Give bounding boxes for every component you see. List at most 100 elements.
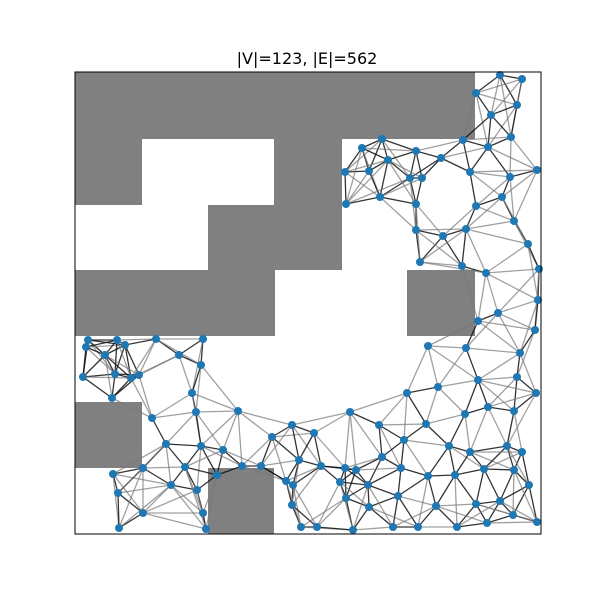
graph-edge [462, 136, 512, 141]
graph-node [412, 226, 420, 234]
graph-edge [454, 451, 471, 476]
graph-edge [464, 413, 471, 453]
graph-edge [381, 138, 417, 152]
graph-edge [165, 443, 172, 486]
graph-edge [477, 379, 489, 408]
graph-edge [513, 376, 518, 412]
graph-node [474, 376, 482, 384]
graph-edge [116, 338, 157, 341]
graph-edge [509, 169, 538, 178]
obstacle-block [274, 139, 342, 270]
graph-node [434, 383, 442, 391]
graph-node [115, 524, 123, 532]
graph-edge [487, 114, 492, 148]
graph-node [152, 335, 160, 343]
graph-node [342, 200, 350, 208]
graph-edge [271, 432, 315, 438]
graph-edge [82, 376, 113, 399]
graph-node [378, 453, 386, 461]
graph-node [516, 349, 524, 357]
graph-edge [368, 506, 419, 528]
graph-edge [512, 469, 515, 516]
graph-edge [487, 104, 518, 148]
graph-edge [379, 177, 423, 198]
graph-edge [497, 312, 521, 354]
graph-edge [339, 481, 369, 486]
graph-edge [178, 354, 193, 394]
graph-edge [291, 411, 351, 426]
graph-node [403, 389, 411, 397]
graph-node [84, 336, 92, 344]
graph-edge [506, 410, 515, 447]
graph-edge [345, 177, 411, 205]
graph-edge [196, 445, 202, 491]
graph-edge [378, 424, 383, 458]
graph-edge [170, 484, 207, 530]
graph-edge [111, 373, 116, 399]
graph-edge [344, 171, 347, 205]
graph-edge [487, 392, 537, 408]
graph-edge [435, 474, 456, 507]
graph-edge [237, 410, 293, 426]
graph-node [412, 147, 420, 155]
graph-node [219, 446, 227, 454]
graph-edge [528, 484, 538, 523]
graph-node [238, 462, 246, 470]
graph-node [534, 296, 542, 304]
graph-edge [387, 159, 411, 179]
graph-edge [415, 150, 442, 159]
graph-node [472, 89, 480, 97]
graph-node [358, 144, 366, 152]
graph-node [121, 341, 129, 349]
graph-edge [442, 205, 477, 237]
graph-edge [477, 379, 515, 412]
graph-node [484, 403, 492, 411]
graph-edge [85, 339, 118, 348]
graph-edge [165, 443, 186, 468]
graph-edge [378, 423, 427, 426]
graph-edge [116, 339, 132, 379]
graph-edge [349, 392, 408, 413]
graph-edge [104, 354, 140, 376]
graph-edge [403, 423, 427, 441]
graph-edge [475, 196, 503, 207]
obstacle-block [208, 468, 274, 534]
graph-edge [486, 500, 501, 524]
graph-edge [469, 406, 489, 453]
graph-edge [345, 159, 389, 205]
graph-edge [313, 411, 351, 434]
graph-node [513, 101, 521, 109]
graph-node [288, 421, 296, 429]
graph-edge [130, 338, 157, 379]
plot-frame [74, 71, 542, 535]
graph-edge [419, 228, 467, 263]
graph-node [461, 410, 469, 418]
graph-edge [462, 139, 471, 173]
graph-edge [465, 220, 515, 230]
graph-edge [456, 522, 488, 528]
graph-edge [465, 347, 479, 381]
graph-edge [475, 176, 511, 207]
graph-edge [490, 114, 512, 138]
graph-node [349, 526, 357, 534]
graph-node [289, 481, 297, 489]
graph-node [406, 174, 414, 182]
graph-node [482, 269, 490, 277]
graph-edge [184, 466, 207, 530]
graph-edge [361, 147, 417, 152]
obstacle-block [208, 205, 274, 270]
graph-node [480, 465, 488, 473]
graph-node [451, 471, 459, 479]
graph-edge [118, 484, 172, 529]
graph-edge [202, 474, 218, 514]
graph-edge [165, 443, 202, 447]
graph-edge [477, 320, 521, 354]
graph-edge [138, 374, 153, 419]
graph-edge [469, 171, 511, 178]
graph-edge [291, 465, 322, 506]
graph-node [462, 344, 470, 352]
graph-edge [509, 176, 515, 222]
graph-node [445, 442, 453, 450]
graph-node [496, 497, 504, 505]
obstacle-block [75, 72, 475, 139]
